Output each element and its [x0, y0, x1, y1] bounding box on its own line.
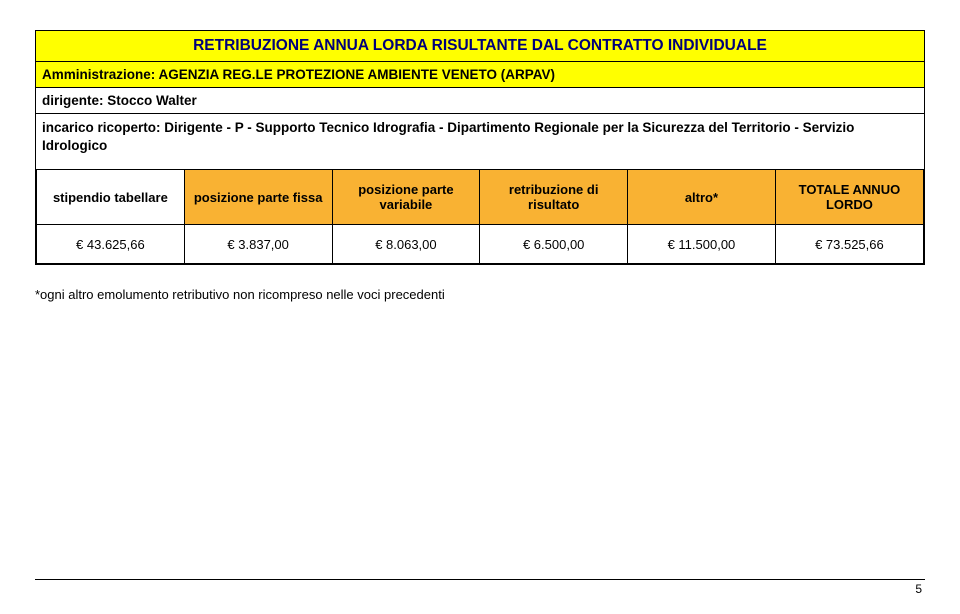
- document-frame: RETRIBUZIONE ANNUA LORDA RISULTANTE DAL …: [35, 30, 925, 265]
- dirigente-line: dirigente: Stocco Walter: [36, 87, 924, 113]
- col-header-altro: altro*: [628, 170, 776, 225]
- page-number: 5: [915, 582, 922, 596]
- footnote: *ogni altro emolumento retributivo non r…: [35, 287, 925, 302]
- compensation-table: stipendio tabellare posizione parte fiss…: [36, 169, 924, 264]
- document-title: RETRIBUZIONE ANNUA LORDA RISULTANTE DAL …: [36, 31, 924, 61]
- col-header-variabile: posizione parte variabile: [332, 170, 480, 225]
- cell-variabile: € 8.063,00: [332, 225, 480, 264]
- col-header-risultato: retribuzione di risultato: [480, 170, 628, 225]
- footer-rule: [35, 579, 925, 580]
- cell-totale: € 73.525,66: [775, 225, 923, 264]
- col-header-stipendio: stipendio tabellare: [37, 170, 185, 225]
- cell-altro: € 11.500,00: [628, 225, 776, 264]
- col-header-totale: TOTALE ANNUO LORDO: [775, 170, 923, 225]
- col-header-fissa: posizione parte fissa: [184, 170, 332, 225]
- administration-line: Amministrazione: AGENZIA REG.LE PROTEZIO…: [36, 61, 924, 87]
- cell-fissa: € 3.837,00: [184, 225, 332, 264]
- cell-stipendio: € 43.625,66: [37, 225, 185, 264]
- cell-risultato: € 6.500,00: [480, 225, 628, 264]
- incarico-line: incarico ricoperto: Dirigente - P - Supp…: [36, 113, 924, 169]
- table-row: € 43.625,66 € 3.837,00 € 8.063,00 € 6.50…: [37, 225, 924, 264]
- table-header-row: stipendio tabellare posizione parte fiss…: [37, 170, 924, 225]
